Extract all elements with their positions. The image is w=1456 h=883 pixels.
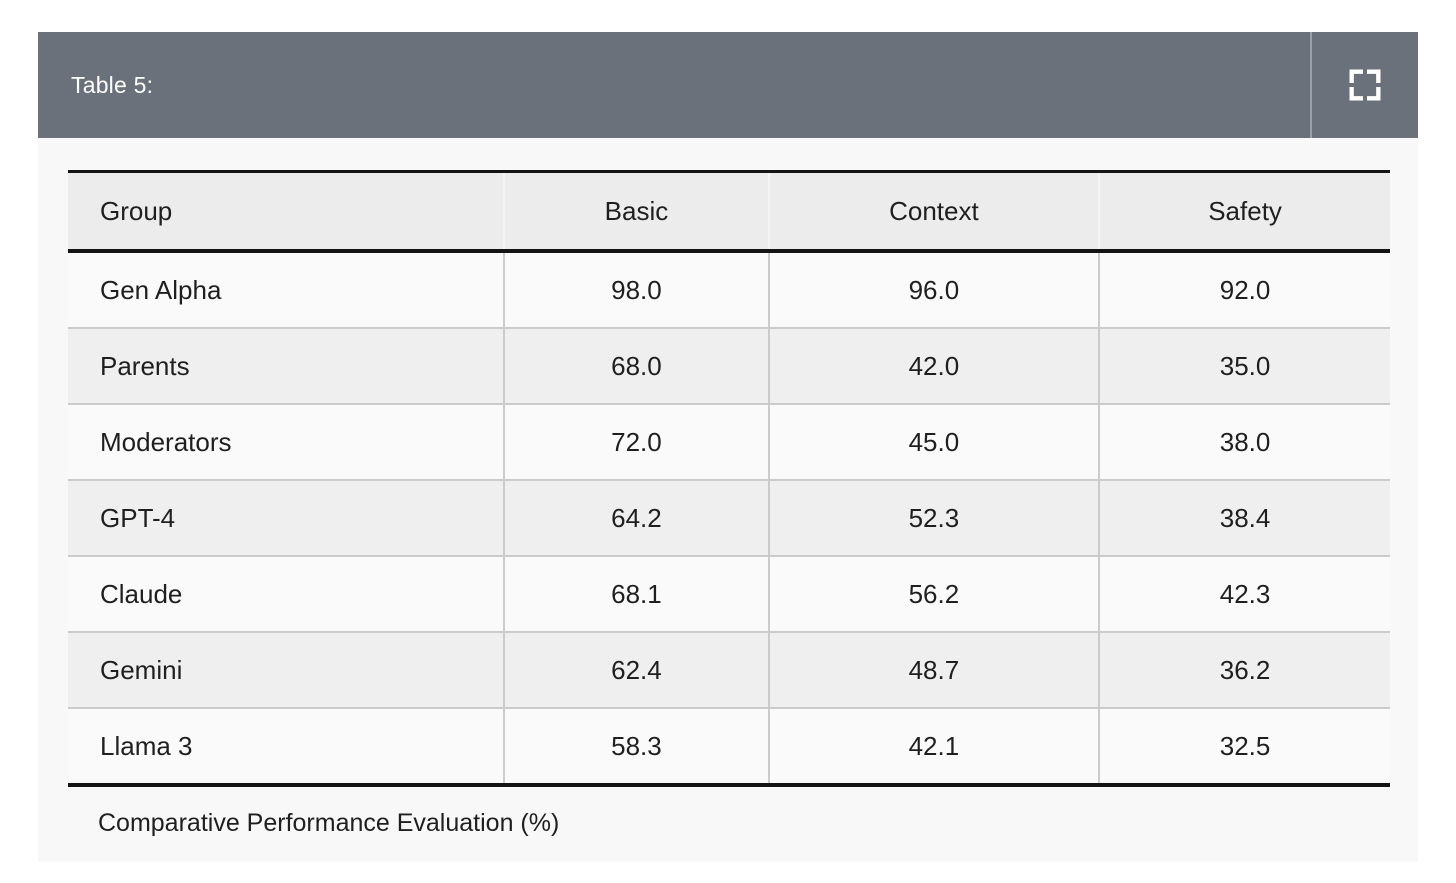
table-row: GPT-4 64.2 52.3 38.4: [68, 480, 1390, 556]
value-cell: 98.0: [503, 251, 769, 328]
value-cell: 38.0: [1098, 404, 1390, 480]
column-header-safety: Safety: [1098, 171, 1390, 253]
table-body: Gen Alpha 98.0 96.0 92.0 Parents 68.0 42.0 35.0…: [68, 251, 1390, 785]
group-cell: Claude: [100, 579, 183, 609]
value-cell: 35.0: [1098, 328, 1390, 404]
table-card: Table 5: Group B: [38, 32, 1418, 862]
table-row: Gemini 62.4 48.7 36.2: [68, 632, 1390, 708]
table-row: Moderators 72.0 45.0 38.0: [68, 404, 1390, 480]
column-header-context: Context: [767, 171, 1100, 253]
value-cell: 58.3: [503, 708, 769, 785]
value-cell: 42.0: [767, 328, 1100, 404]
group-cell: GPT-4: [100, 503, 176, 533]
table-row: Gen Alpha 98.0 96.0 92.0: [68, 251, 1390, 328]
group-cell: Llama 3: [100, 731, 193, 761]
table-row: Claude 68.1 56.2 42.3: [68, 556, 1390, 632]
data-table: Group Basic Context Safety Gen Alpha 98.0…: [68, 170, 1390, 787]
value-cell: 48.7: [767, 632, 1100, 708]
value-cell: 38.4: [1098, 480, 1390, 556]
column-header-basic: Basic: [503, 171, 769, 253]
value-cell: 68.0: [503, 328, 769, 404]
fullscreen-expand-icon: [1345, 65, 1385, 105]
value-cell: 42.1: [767, 708, 1100, 785]
group-cell: Moderators: [100, 427, 232, 457]
value-cell: 92.0: [1098, 251, 1390, 328]
group-cell: Gemini: [100, 655, 183, 685]
value-cell: 72.0: [503, 404, 769, 480]
value-cell: 52.3: [767, 480, 1100, 556]
titlebar: Table 5:: [38, 32, 1418, 138]
value-cell: 32.5: [1098, 708, 1390, 785]
group-cell: Parents: [100, 351, 190, 381]
table-content-area: Group Basic Context Safety Gen Alpha 98.0…: [38, 138, 1418, 838]
value-cell: 42.3: [1098, 556, 1390, 632]
table-header-row: Group Basic Context Safety: [68, 171, 1390, 253]
table-row: Llama 3 58.3 42.1 32.5: [68, 708, 1390, 785]
value-cell: 64.2: [503, 480, 769, 556]
value-cell: 62.4: [503, 632, 769, 708]
fullscreen-button[interactable]: [1310, 32, 1418, 138]
value-cell: 68.1: [503, 556, 769, 632]
value-cell: 45.0: [767, 404, 1100, 480]
column-header-group: Group: [68, 171, 505, 253]
value-cell: 96.0: [767, 251, 1100, 328]
value-cell: 56.2: [767, 556, 1100, 632]
table-row: Parents 68.0 42.0 35.0: [68, 328, 1390, 404]
group-cell: Gen Alpha: [100, 275, 222, 305]
table-title: Table 5:: [71, 71, 154, 98]
table-caption: Comparative Performance Evaluation (%): [98, 809, 560, 837]
value-cell: 36.2: [1098, 632, 1390, 708]
